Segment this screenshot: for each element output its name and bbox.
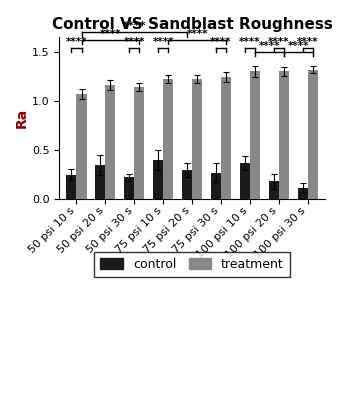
Bar: [66, 174, 76, 199]
Bar: [124, 178, 134, 199]
Text: ****: ****: [288, 41, 309, 51]
Text: ****: ****: [152, 37, 174, 47]
Y-axis label: Ra: Ra: [15, 108, 29, 128]
Text: ****: ****: [66, 37, 87, 47]
Bar: [211, 172, 221, 199]
Bar: [221, 77, 231, 199]
Text: ****: ****: [122, 21, 146, 31]
Text: ****: ****: [100, 29, 121, 39]
Title: Control VS Sandblast Roughness: Control VS Sandblast Roughness: [52, 17, 333, 32]
Bar: [269, 182, 279, 199]
Text: ****: ****: [239, 37, 261, 47]
Bar: [240, 163, 250, 199]
Bar: [105, 85, 116, 199]
Bar: [76, 94, 87, 199]
Bar: [153, 160, 163, 199]
Bar: [279, 72, 289, 199]
Bar: [308, 70, 318, 199]
Bar: [298, 188, 308, 199]
Bar: [250, 72, 260, 199]
Text: ****: ****: [268, 37, 290, 47]
Text: ****: ****: [123, 37, 145, 47]
Text: ****: ****: [186, 29, 208, 39]
Bar: [95, 165, 105, 199]
Legend: control, treatment: control, treatment: [94, 252, 290, 277]
Bar: [134, 87, 144, 199]
Bar: [192, 79, 202, 199]
Bar: [163, 79, 173, 199]
Text: ****: ****: [259, 41, 280, 51]
Bar: [182, 170, 192, 199]
Text: ****: ****: [210, 37, 232, 47]
Text: ****: ****: [297, 37, 319, 47]
